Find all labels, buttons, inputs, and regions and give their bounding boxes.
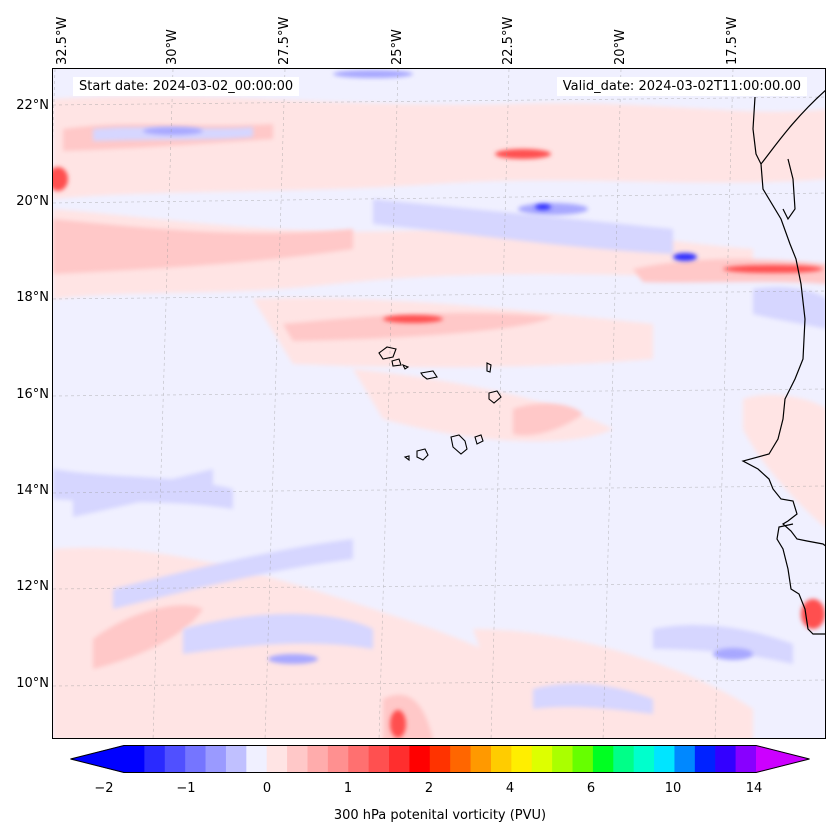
cape-verde-islands bbox=[378, 346, 502, 462]
colorbar-segment bbox=[389, 745, 410, 773]
colorbar-tick: 0 bbox=[262, 781, 272, 796]
colorbar-segment bbox=[735, 745, 757, 773]
strong-negative-cores bbox=[535, 204, 697, 261]
colorbar-segment bbox=[613, 745, 635, 773]
lat-label: 14°N bbox=[16, 483, 49, 498]
colorbar-segment bbox=[246, 745, 268, 773]
lon-label: 27.5°W bbox=[277, 16, 292, 65]
coastline bbox=[741, 90, 825, 635]
colorbar-tick: −2 bbox=[94, 781, 114, 796]
colorbar-segment bbox=[164, 745, 186, 773]
colorbar-segment bbox=[185, 745, 207, 773]
colorbar-segment bbox=[429, 745, 451, 773]
colorbar-segment bbox=[633, 745, 655, 773]
colorbar-segment bbox=[694, 745, 716, 773]
colorbar-tick: −1 bbox=[176, 781, 196, 796]
positive-pv-areas bbox=[53, 96, 825, 738]
colorbar-segment bbox=[144, 745, 166, 773]
lat-label: 20°N bbox=[16, 194, 49, 209]
map-panel[interactable]: Start date: 2024-03-02_00:00:00 Valid_da… bbox=[52, 68, 826, 739]
colorbar-segment bbox=[368, 745, 390, 773]
lat-label: 10°N bbox=[16, 676, 49, 691]
colorbar-segment bbox=[674, 745, 696, 773]
colorbar-segment bbox=[327, 745, 349, 773]
colorbar-tick: 1 bbox=[343, 781, 353, 796]
pv-contour-map bbox=[53, 69, 825, 738]
lat-label: 22°N bbox=[16, 98, 49, 113]
lon-label: 22.5°W bbox=[501, 16, 516, 65]
lon-label: 20°W bbox=[613, 29, 628, 65]
colorbar-segment bbox=[266, 745, 288, 773]
graticule bbox=[53, 69, 825, 738]
colorbar-tick: 14 bbox=[745, 781, 763, 796]
colorbar-segment bbox=[490, 745, 512, 773]
colorbar-segment bbox=[715, 745, 737, 773]
colorbar-segment bbox=[409, 745, 431, 773]
strong-positive-cores bbox=[53, 149, 825, 738]
lat-label: 12°N bbox=[16, 579, 49, 594]
lon-label: 17.5°W bbox=[725, 16, 740, 65]
colorbar-segment bbox=[552, 745, 574, 773]
colorbar-title: 300 hPa potenital vorticity (PVU) bbox=[333, 808, 547, 823]
colorbar-tick: 2 bbox=[424, 781, 434, 796]
colorbar bbox=[70, 745, 810, 773]
colorbar-tick: 6 bbox=[586, 781, 596, 796]
lon-label: 25°W bbox=[390, 29, 405, 65]
colorbar-segment bbox=[654, 745, 675, 773]
colorbar-segment bbox=[307, 745, 329, 773]
colorbar-segment bbox=[592, 745, 614, 773]
colorbar-segment bbox=[287, 745, 308, 773]
colorbar-segment bbox=[511, 745, 533, 773]
colorbar-outline bbox=[70, 745, 810, 773]
medium-positive-bands bbox=[53, 124, 825, 738]
colorbar-segment bbox=[348, 745, 370, 773]
lat-label: 18°N bbox=[16, 290, 49, 305]
colorbar-segment bbox=[470, 745, 492, 773]
colorbar-segment bbox=[531, 745, 553, 773]
colorbar-extend-min bbox=[70, 745, 124, 773]
colorbar-extend-max bbox=[756, 745, 810, 773]
valid-date-label: Valid_date: 2024-03-02T11:00:00.00 bbox=[556, 77, 807, 96]
lon-label: 32.5°W bbox=[55, 16, 70, 65]
colorbar-tick: 10 bbox=[664, 781, 682, 796]
colorbar-tick: 4 bbox=[505, 781, 515, 796]
colorbar-segment bbox=[205, 745, 227, 773]
start-date-label: Start date: 2024-03-02_00:00:00 bbox=[73, 77, 300, 96]
lat-label: 16°N bbox=[16, 387, 49, 402]
colorbar-segment bbox=[572, 745, 594, 773]
lon-label: 30°W bbox=[165, 29, 180, 65]
colorbar-segment bbox=[124, 745, 145, 773]
colorbar-segment bbox=[225, 745, 247, 773]
colorbar-segment bbox=[450, 745, 472, 773]
